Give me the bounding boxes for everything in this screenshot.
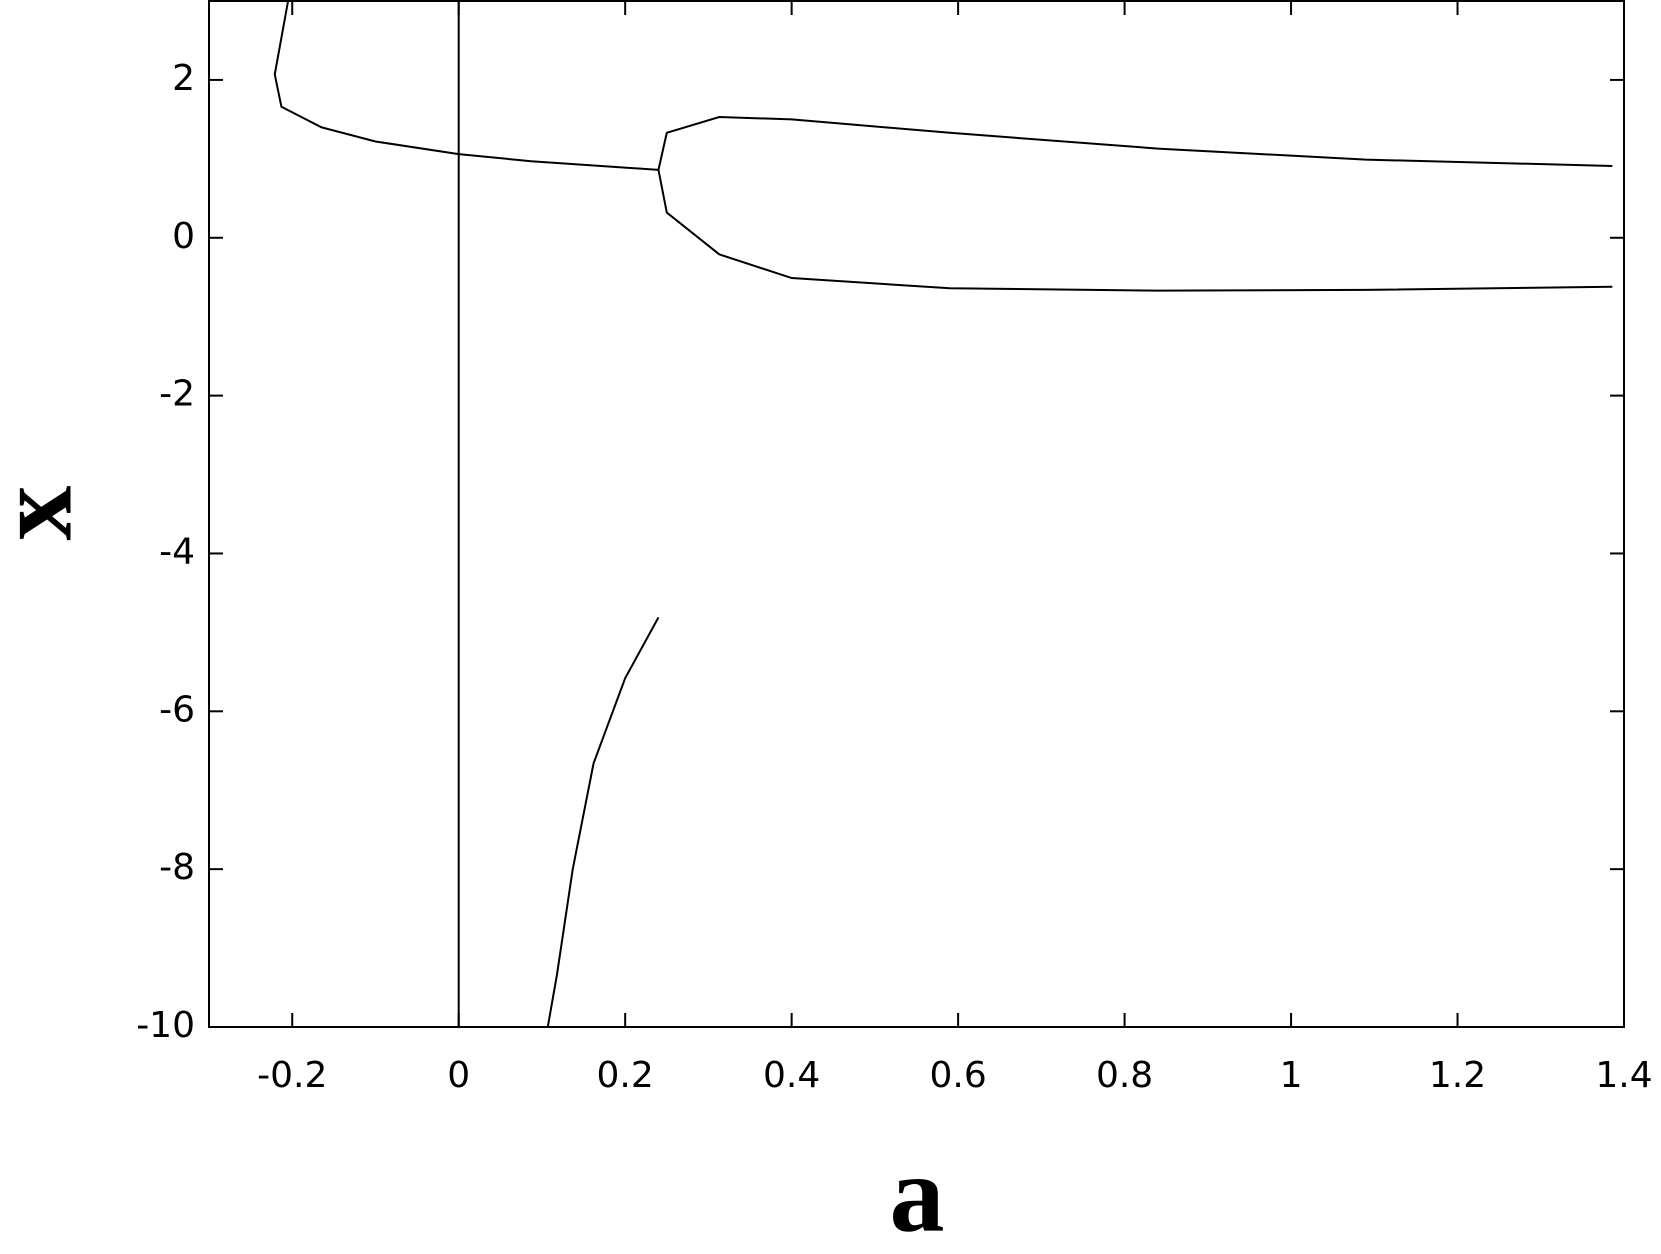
plot-frame bbox=[208, 0, 1625, 1028]
y-tick-label: -8 bbox=[159, 847, 195, 888]
x-axis-title: a bbox=[890, 1132, 945, 1254]
x-tick-label: 1.4 bbox=[1595, 1055, 1652, 1096]
y-tick-label: -6 bbox=[159, 689, 195, 730]
x-tick-label: 0.4 bbox=[763, 1055, 820, 1096]
line-series bbox=[273, 0, 659, 171]
y-tick-label: -2 bbox=[159, 374, 195, 415]
x-tick-label: 0.8 bbox=[1096, 1055, 1153, 1096]
x-tick-label: 0.6 bbox=[929, 1055, 986, 1096]
x-tick-label: 1 bbox=[1280, 1055, 1303, 1096]
x-tick-label: 0 bbox=[447, 1055, 470, 1096]
x-tick-label: 1.2 bbox=[1429, 1055, 1486, 1096]
x-tick-label: 0.2 bbox=[597, 1055, 654, 1096]
line-series bbox=[657, 116, 1613, 171]
y-tick-label: -10 bbox=[136, 1005, 195, 1046]
line-series bbox=[657, 169, 1613, 292]
y-axis-title: x bbox=[0, 486, 94, 541]
y-tick-label: -4 bbox=[159, 531, 195, 572]
y-tick-label: 2 bbox=[172, 58, 195, 99]
x-tick-label: -0.2 bbox=[257, 1055, 327, 1096]
y-tick-label: 0 bbox=[172, 216, 195, 257]
line-series bbox=[546, 616, 660, 1028]
